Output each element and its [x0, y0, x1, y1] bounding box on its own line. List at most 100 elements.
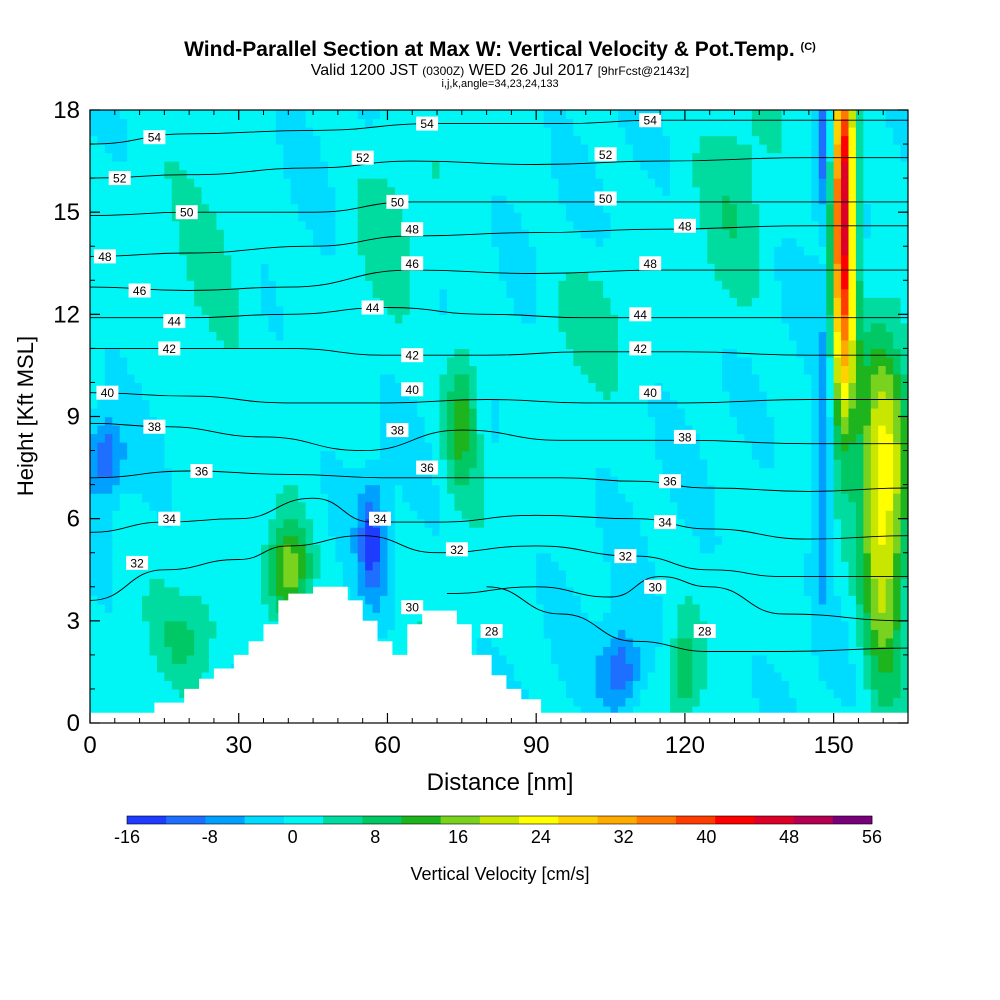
w-cell [216, 476, 225, 486]
w-cell [253, 399, 262, 409]
w-cell [565, 127, 574, 137]
w-cell [513, 297, 522, 307]
w-cell [246, 263, 255, 273]
w-cell [156, 246, 165, 256]
w-cell [194, 152, 203, 162]
w-cell [558, 220, 567, 230]
w-cell [313, 407, 322, 418]
w-cell [499, 263, 508, 273]
w-cell [432, 135, 441, 145]
w-cell [565, 314, 574, 324]
w-cell [119, 595, 128, 605]
w-cell [513, 348, 522, 358]
w-cell [313, 297, 322, 307]
w-cell [387, 246, 396, 256]
w-cell [305, 220, 314, 230]
w-cell [194, 220, 203, 230]
w-cell [580, 314, 589, 324]
w-cell [402, 246, 411, 256]
w-cell [156, 195, 165, 205]
w-cell [305, 254, 314, 264]
w-cell [439, 390, 448, 401]
w-cell [350, 450, 359, 460]
w-cell [357, 339, 366, 349]
w-cell [461, 552, 470, 562]
w-cell [417, 161, 426, 171]
w-cell [446, 118, 455, 128]
w-cell [112, 127, 121, 137]
w-cell [469, 407, 478, 418]
w-cell [365, 229, 374, 239]
w-cell [246, 484, 255, 494]
w-cell [201, 442, 210, 452]
w-cell [439, 169, 448, 179]
w-cell [201, 671, 210, 682]
w-cell [409, 365, 418, 375]
w-cell [424, 339, 433, 349]
w-cell [253, 416, 262, 426]
w-cell [365, 416, 374, 426]
w-cell [231, 161, 240, 171]
w-cell [119, 680, 128, 690]
w-cell [127, 467, 136, 477]
w-cell [439, 280, 448, 290]
w-cell [506, 169, 515, 179]
w-cell [268, 603, 277, 613]
w-cell [380, 612, 389, 622]
w-cell [194, 246, 203, 256]
w-cell [164, 246, 173, 256]
w-cell [446, 203, 455, 213]
w-cell [104, 373, 113, 384]
w-cell [156, 407, 165, 418]
w-cell [394, 305, 403, 315]
w-cell [90, 603, 99, 613]
w-cell [484, 433, 493, 443]
w-cell [201, 501, 210, 511]
w-cell [551, 254, 560, 264]
w-cell [164, 305, 173, 315]
w-cell [484, 203, 493, 213]
w-cell [283, 161, 292, 171]
w-cell [446, 365, 455, 375]
w-cell [394, 365, 403, 375]
w-cell [357, 127, 366, 137]
w-cell [342, 561, 351, 571]
w-cell [208, 305, 218, 315]
w-cell [149, 697, 158, 707]
w-cell [298, 203, 307, 213]
w-cell [417, 169, 426, 179]
w-cell [327, 561, 336, 571]
w-cell [104, 110, 113, 120]
w-cell [595, 586, 604, 596]
w-cell [194, 654, 203, 664]
w-cell [588, 373, 597, 384]
w-cell [476, 407, 485, 418]
w-cell [484, 586, 493, 596]
w-cell [372, 203, 381, 213]
w-cell [543, 169, 552, 179]
w-cell [595, 603, 604, 613]
w-cell [491, 322, 500, 332]
w-cell [223, 603, 232, 613]
w-cell [558, 518, 567, 528]
w-cell [454, 510, 463, 520]
w-cell [454, 110, 463, 120]
w-cell [565, 637, 574, 647]
w-cell [231, 476, 240, 486]
w-cell [223, 552, 232, 562]
w-cell [558, 322, 567, 332]
w-cell [491, 237, 500, 247]
w-cell [387, 305, 396, 315]
w-cell [320, 271, 329, 281]
w-cell [484, 493, 493, 503]
w-cell [424, 390, 433, 401]
w-cell [506, 518, 515, 528]
w-cell [194, 433, 203, 443]
w-cell [246, 220, 255, 230]
w-cell [134, 390, 143, 401]
w-cell [417, 425, 426, 435]
w-cell [417, 612, 426, 622]
w-cell [461, 373, 470, 384]
w-cell [216, 595, 225, 605]
w-cell [268, 382, 277, 392]
